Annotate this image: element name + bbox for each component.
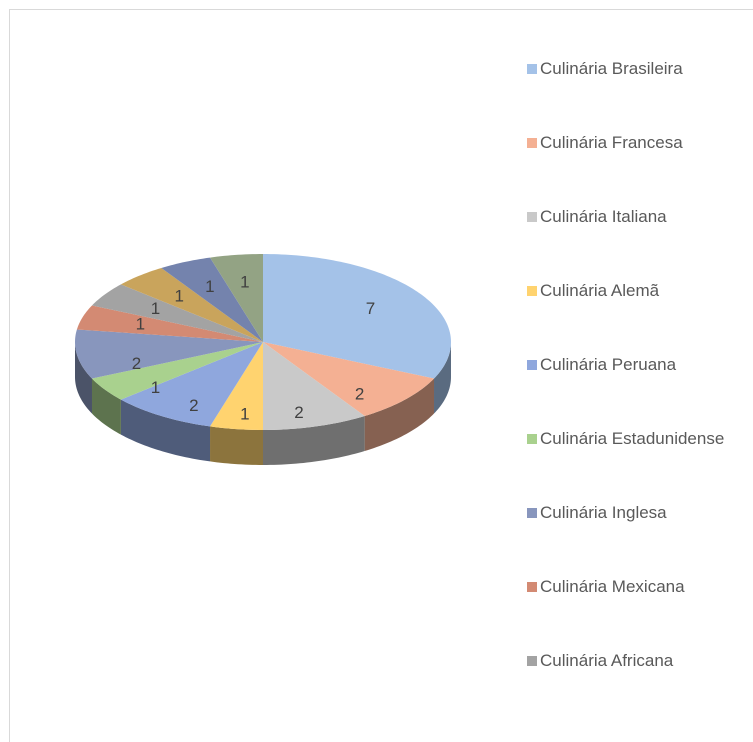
slice — [120, 342, 263, 427]
slice — [76, 305, 263, 342]
slice — [161, 257, 263, 342]
legend-swatch — [527, 656, 537, 666]
legend-swatch — [527, 582, 537, 592]
legend-entry: Culinária Francesa — [527, 131, 727, 155]
legend-label: Culinária Alemã — [540, 281, 660, 300]
legend-swatch — [527, 434, 537, 444]
slice — [91, 342, 263, 400]
legend-entry: Culinária Italiana — [527, 205, 727, 229]
data-label: 1 — [240, 405, 249, 424]
legend-label: Culinária Estadunidense — [540, 429, 725, 448]
slice — [263, 342, 435, 417]
slice — [263, 254, 451, 379]
legend-swatch — [527, 286, 537, 296]
slice-side — [263, 416, 365, 465]
legend-entry: Culinária Peruana — [527, 353, 727, 377]
chart-frame — [9, 9, 753, 742]
slice — [91, 284, 263, 342]
legend-entry: Culinária Estadunidense — [527, 427, 727, 451]
data-label: 2 — [294, 403, 303, 422]
slice — [263, 342, 365, 430]
legend-swatch — [527, 360, 537, 370]
legend-label: Culinária Africana — [540, 651, 674, 670]
data-label: 2 — [132, 354, 141, 373]
legend-label: Culinária Peruana — [540, 355, 677, 374]
slice — [75, 329, 263, 379]
data-label: 2 — [189, 396, 198, 415]
legend-swatch — [527, 138, 537, 148]
legend-label: Culinária Mexicana — [540, 577, 685, 596]
legend-entry: Culinária Alemã — [527, 279, 727, 303]
slice — [210, 254, 263, 342]
legend-label: Culinária Francesa — [540, 133, 683, 152]
legend-swatch — [527, 212, 537, 222]
slice — [210, 342, 263, 430]
legend-label: Culinária Italiana — [540, 207, 667, 226]
slice — [120, 267, 263, 342]
data-label: 2 — [355, 385, 364, 404]
legend-entry: Culinária Mexicana — [527, 575, 727, 599]
slice-side — [120, 399, 211, 462]
legend-entry: Culinária Brasileira — [527, 57, 727, 81]
slice-side — [210, 426, 263, 465]
legend-swatch — [527, 508, 537, 518]
legend-entry: Culinária Inglesa — [527, 501, 727, 525]
data-label: 1 — [151, 299, 160, 318]
data-label: 1 — [240, 272, 249, 291]
slice-side — [364, 378, 435, 452]
data-label: 1 — [175, 286, 184, 305]
slice-side — [91, 378, 121, 435]
data-label: 1 — [205, 277, 214, 296]
data-label: 7 — [366, 299, 375, 318]
legend-swatch — [527, 64, 537, 74]
slice-side — [434, 342, 451, 414]
slice-side — [75, 342, 92, 414]
legend-label: Culinária Inglesa — [540, 503, 667, 522]
legend-label: Culinária Brasileira — [540, 59, 683, 78]
data-label: 1 — [151, 378, 160, 397]
data-label: 1 — [136, 315, 145, 334]
legend-entry: Culinária Africana — [527, 649, 727, 673]
